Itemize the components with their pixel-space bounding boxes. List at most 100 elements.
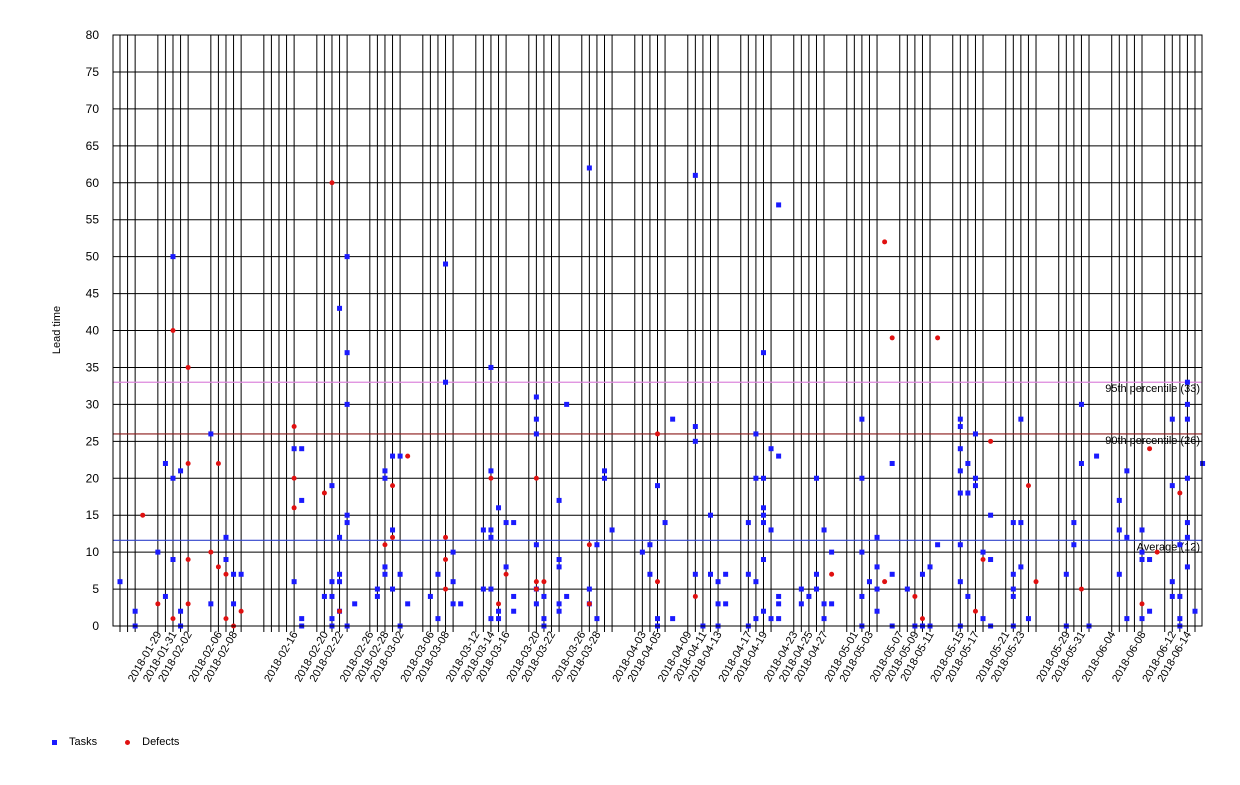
task-point	[1147, 608, 1153, 614]
task-point	[776, 202, 782, 208]
defect-point	[1139, 601, 1145, 607]
defect-point	[1025, 483, 1031, 489]
task-point	[458, 601, 464, 607]
task-point	[397, 571, 403, 577]
defect-point	[935, 335, 941, 341]
defect-point	[488, 475, 494, 481]
defect-point	[972, 608, 978, 614]
task-point	[488, 527, 494, 533]
defect-point	[882, 239, 888, 245]
task-point	[1094, 453, 1100, 459]
task-point	[1184, 401, 1190, 407]
task-point	[443, 261, 449, 267]
defect-point	[1154, 549, 1160, 555]
defect-point	[215, 564, 221, 570]
task-point	[382, 571, 388, 577]
data-points	[117, 165, 1206, 629]
task-point	[1063, 571, 1069, 577]
task-point	[488, 534, 494, 540]
defect-point	[223, 616, 229, 622]
defect-point	[533, 586, 539, 592]
task-point	[760, 557, 766, 563]
task-point	[1010, 586, 1016, 592]
defect-point	[655, 579, 660, 585]
task-point	[541, 593, 547, 599]
defect-point	[919, 616, 925, 622]
task-point	[889, 571, 895, 577]
task-point	[821, 601, 827, 607]
task-point	[117, 579, 123, 585]
task-point	[1116, 571, 1122, 577]
task-point	[1010, 571, 1016, 577]
task-point	[965, 460, 971, 466]
task-point	[170, 254, 176, 260]
legend-label-tasks: Tasks	[69, 736, 98, 748]
y-tick-label: 15	[86, 508, 100, 522]
task-point	[957, 446, 963, 452]
legend-item-tasks: Tasks	[52, 736, 97, 748]
task-point	[155, 549, 161, 555]
defect-point	[586, 542, 592, 548]
task-point	[1078, 460, 1084, 466]
task-point	[337, 534, 343, 540]
task-point	[1071, 520, 1077, 526]
task-point	[692, 172, 698, 178]
task-point	[208, 431, 214, 437]
y-tick-label: 5	[92, 582, 99, 596]
task-point	[511, 593, 517, 599]
task-point	[935, 542, 941, 548]
task-point	[496, 608, 502, 614]
task-point	[1018, 564, 1024, 570]
task-point	[556, 601, 562, 607]
y-tick-label: 60	[86, 176, 100, 190]
task-point	[329, 483, 335, 489]
task-point	[238, 571, 244, 577]
task-point	[829, 549, 835, 555]
task-point	[299, 446, 305, 452]
task-point	[329, 616, 335, 622]
task-point	[753, 475, 759, 481]
defect-point	[185, 601, 191, 607]
task-point	[564, 401, 570, 407]
task-point	[768, 446, 774, 452]
task-point	[208, 601, 214, 607]
task-point	[798, 601, 804, 607]
task-point	[556, 564, 562, 570]
defect-point	[541, 579, 547, 585]
task-point	[768, 527, 774, 533]
task-point	[965, 490, 971, 496]
task-point	[813, 586, 819, 592]
task-point	[874, 586, 880, 592]
task-point	[1010, 520, 1016, 526]
task-point	[988, 557, 994, 563]
reference-line-label: 90th percentile (26)	[1105, 435, 1200, 447]
task-point	[1169, 483, 1175, 489]
task-point	[813, 475, 819, 481]
defect-point	[496, 601, 502, 607]
task-point	[655, 483, 660, 489]
task-point	[1018, 416, 1024, 422]
task-point	[904, 586, 910, 592]
task-point	[609, 527, 615, 533]
task-point	[715, 579, 721, 585]
task-point	[450, 601, 456, 607]
task-point	[223, 534, 229, 540]
task-point	[1169, 593, 1175, 599]
task-point	[435, 616, 441, 622]
task-point	[1124, 616, 1130, 622]
task-point	[1139, 527, 1145, 533]
task-point	[647, 571, 653, 577]
task-point	[957, 468, 963, 474]
task-point	[1025, 616, 1031, 622]
task-point	[798, 586, 804, 592]
task-point	[806, 593, 812, 599]
task-point	[299, 616, 305, 622]
y-axis-label: Lead time	[51, 306, 63, 354]
defect-point	[533, 579, 539, 585]
task-point	[503, 564, 509, 570]
task-point	[496, 616, 502, 622]
task-point	[511, 608, 517, 614]
task-point	[692, 424, 698, 430]
task-point	[390, 453, 396, 459]
